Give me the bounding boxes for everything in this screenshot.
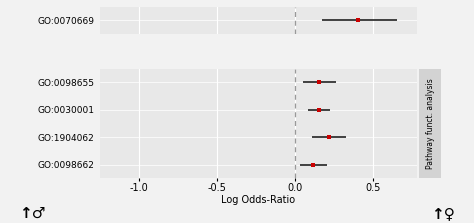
Text: Pathway funct. analysis: Pathway funct. analysis <box>426 78 435 169</box>
Text: ↑♂: ↑♂ <box>19 206 46 221</box>
X-axis label: Log Odds-Ratio: Log Odds-Ratio <box>221 195 295 205</box>
Text: ↑♀: ↑♀ <box>431 206 455 221</box>
